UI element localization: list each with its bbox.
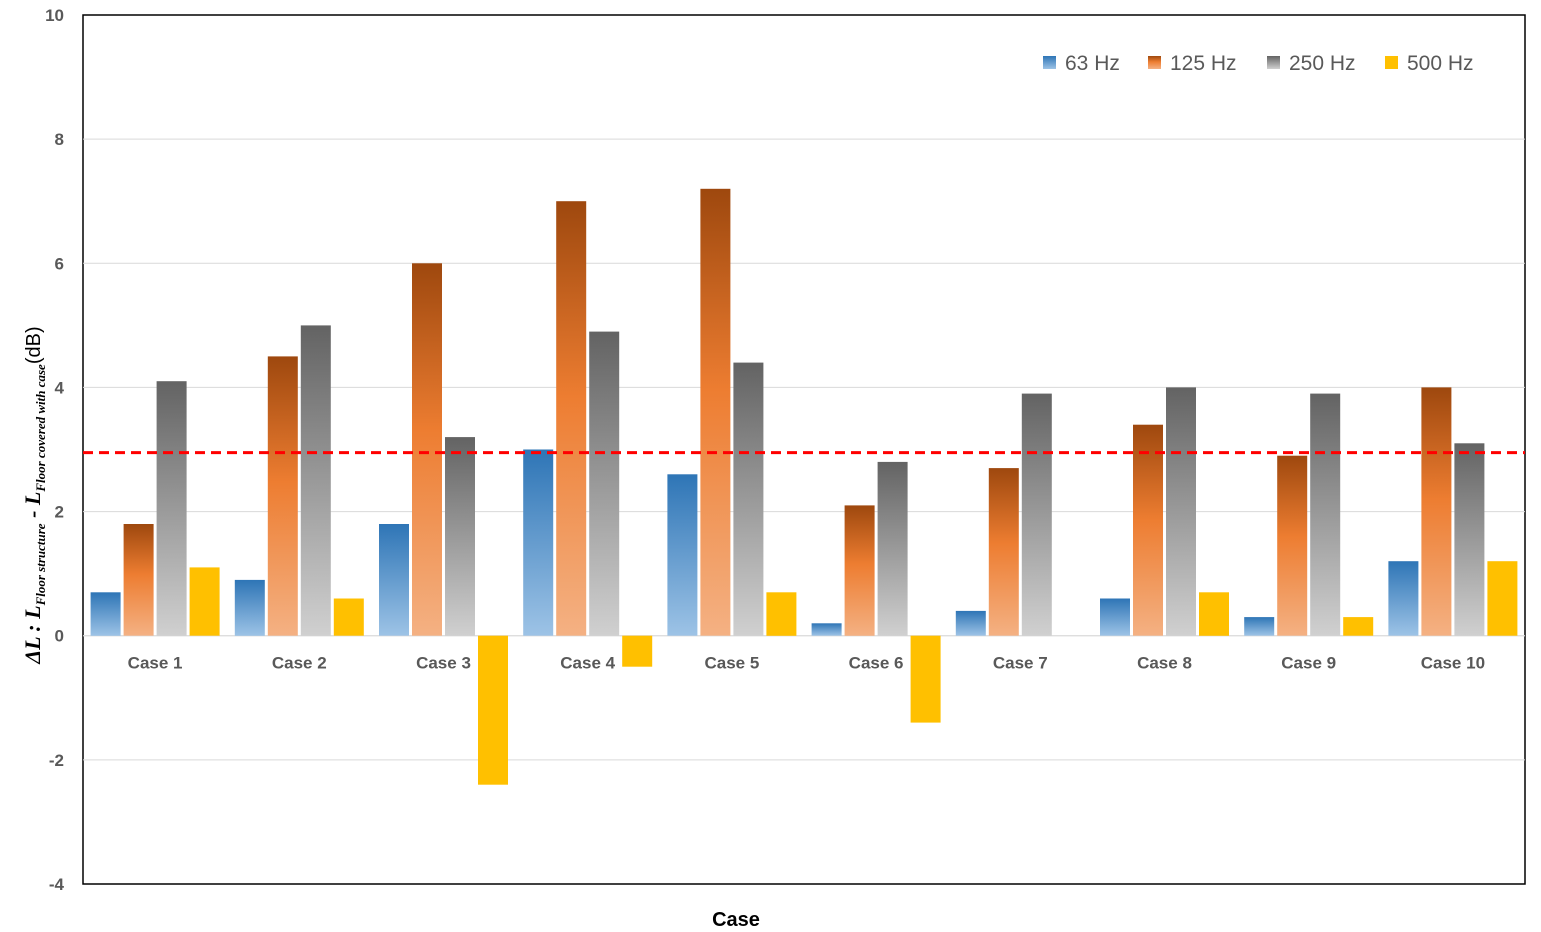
bar-63hz-case-9 <box>1244 617 1275 636</box>
y-tick-label: 6 <box>55 254 64 273</box>
y-axis-title-l1-subscript: Floor structure <box>33 523 48 606</box>
y-axis-title-l2-subscript: Floor covered with case <box>33 364 48 493</box>
y-tick-label: 4 <box>55 378 65 397</box>
x-category-label: Case 5 <box>704 654 759 673</box>
bar-125hz-case-8 <box>1133 424 1163 636</box>
y-tick-label: -2 <box>49 751 64 770</box>
bar-125hz-case-6 <box>844 505 875 636</box>
bar-125hz-case-7 <box>988 468 1019 636</box>
legend-label: 500 Hz <box>1407 52 1474 75</box>
legend: 63 Hz 125 Hz 250 Hz 500 Hz <box>1043 52 1474 75</box>
x-category-label: Case 2 <box>272 654 327 673</box>
bar-125hz-case-10 <box>1421 387 1452 636</box>
bar-500hz-case-10 <box>1487 561 1518 636</box>
x-category-label: Case 4 <box>560 654 615 673</box>
bar-125hz-case-4 <box>556 201 587 636</box>
bar-250hz-case-7 <box>1021 393 1052 636</box>
y-tick-label: 0 <box>55 627 64 646</box>
bar-250hz-case-2 <box>300 325 331 636</box>
bar-63hz-case-5 <box>667 474 698 636</box>
y-axis-ticks: -4 -2 0 2 4 6 8 10 <box>45 6 64 894</box>
bar-63hz-case-6 <box>811 623 842 636</box>
bar-500hz-case-6 <box>910 635 941 723</box>
bar-500hz-case-3 <box>478 635 508 785</box>
bar-250hz-case-1 <box>156 381 187 636</box>
x-axis-title: Case <box>712 909 760 931</box>
bar-250hz-case-4 <box>589 331 620 636</box>
x-category-label: Case 3 <box>416 654 471 673</box>
bar-500hz-case-5 <box>766 592 797 636</box>
y-tick-label: 2 <box>55 503 64 522</box>
bar-250hz-case-10 <box>1454 443 1485 636</box>
x-category-label: Case 10 <box>1421 654 1485 673</box>
bar-500hz-case-1 <box>189 567 220 636</box>
bar-250hz-case-3 <box>445 437 475 636</box>
legend-label: 63 Hz <box>1065 52 1120 75</box>
y-axis-title-unit: (dB) <box>23 326 45 364</box>
x-category-label: Case 9 <box>1281 654 1336 673</box>
bar-125hz-case-2 <box>267 356 298 636</box>
bar-250hz-case-5 <box>733 362 764 636</box>
legend-swatch <box>1267 56 1280 69</box>
legend-swatch <box>1043 56 1056 69</box>
legend-swatch <box>1385 56 1398 69</box>
bar-63hz-case-3 <box>379 524 409 636</box>
bar-63hz-case-8 <box>1100 598 1130 636</box>
bar-63hz-case-10 <box>1388 561 1419 636</box>
bar-250hz-case-6 <box>877 461 908 636</box>
x-category-label: Case 7 <box>993 654 1048 673</box>
bar-125hz-case-9 <box>1277 455 1308 636</box>
bar-125hz-case-3 <box>412 263 442 636</box>
y-axis-title-minus: - <box>20 505 45 523</box>
bars <box>90 188 1518 785</box>
y-tick-label: 8 <box>55 130 64 149</box>
bar-125hz-case-5 <box>700 188 731 636</box>
x-category-label: Case 8 <box>1137 654 1192 673</box>
bar-500hz-case-4 <box>622 635 653 667</box>
bar-63hz-case-4 <box>523 449 554 636</box>
bar-63hz-case-2 <box>234 579 265 636</box>
bar-63hz-case-7 <box>955 610 986 636</box>
x-category-label: Case 6 <box>849 654 904 673</box>
plot-area <box>82 14 1526 885</box>
bar-500hz-case-8 <box>1199 592 1229 636</box>
x-axis-categories: Case 1 Case 2 Case 3 Case 4 Case 5 Case 6 Case… <box>128 654 1485 673</box>
y-axis-title-separator: : <box>20 619 45 637</box>
bar-125hz-case-1 <box>123 524 154 636</box>
legend-label: 250 Hz <box>1289 52 1356 75</box>
y-axis-title-l1: L <box>20 605 45 619</box>
legend-swatch <box>1148 56 1161 69</box>
bar-63hz-case-1 <box>90 592 121 636</box>
bar-250hz-case-9 <box>1310 393 1341 636</box>
x-category-label: Case 1 <box>128 654 183 673</box>
bar-500hz-case-9 <box>1343 617 1374 636</box>
y-axis-title-l2: L <box>20 492 45 506</box>
y-axis-title-delta: ΔL <box>20 637 45 665</box>
legend-label: 125 Hz <box>1170 52 1237 75</box>
y-tick-label: 10 <box>45 6 64 25</box>
bar-250hz-case-8 <box>1166 387 1196 636</box>
y-axis-title: ΔL : LFloor structure - LFloor covered w… <box>20 326 48 664</box>
y-tick-label: -4 <box>49 875 65 894</box>
bar-500hz-case-2 <box>333 598 364 636</box>
